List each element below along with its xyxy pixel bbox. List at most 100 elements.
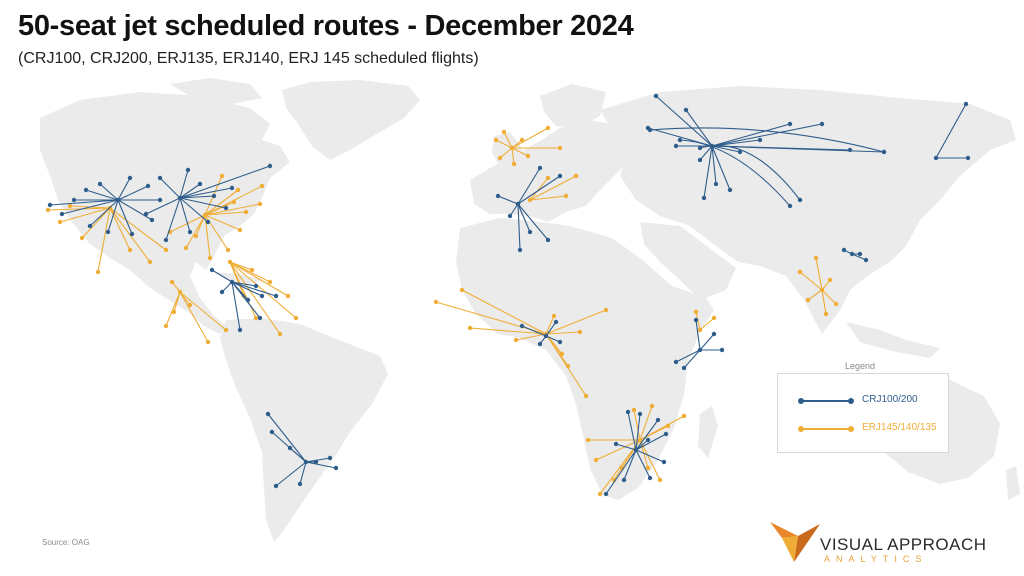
airport-dot [237, 227, 243, 233]
airport-dot [519, 323, 525, 329]
airport-dot [223, 205, 229, 211]
erj-routes-uk [493, 125, 563, 167]
airport-dot [127, 175, 133, 181]
airport-dot [285, 293, 291, 299]
route-line [97, 207, 111, 273]
brand-name: VISUAL APPROACH [820, 535, 987, 554]
route-line [107, 199, 119, 233]
route-line [711, 123, 823, 147]
route-line [229, 261, 297, 319]
route-line [545, 315, 555, 335]
route-line [231, 281, 263, 297]
airport-dot [209, 267, 215, 273]
airport-dot [577, 329, 583, 335]
airport-dot [513, 337, 519, 343]
route-line [117, 199, 133, 235]
airport-dot [681, 365, 687, 371]
airport-dot [711, 331, 717, 337]
route-line [545, 331, 581, 335]
legend-swatch-crj [802, 400, 852, 402]
airport-dot [243, 209, 249, 215]
airport-dot [327, 455, 333, 461]
erj-routes-central-am [163, 279, 229, 345]
airport-dot [273, 483, 279, 489]
route-line [499, 147, 513, 159]
erj-routes-caribbean [227, 259, 299, 337]
land-south-america [220, 318, 388, 542]
airport-dot [507, 213, 513, 219]
crj-arc-russia-east-1 [679, 139, 791, 207]
airport-dot [613, 441, 619, 447]
route-line [545, 333, 569, 367]
crj-routes-south-africa [603, 409, 669, 497]
airport-dot [665, 423, 671, 429]
route-line [503, 131, 513, 149]
airport-dot [97, 181, 103, 187]
land-se-asia-islands [846, 322, 940, 358]
legend-dot-crj-end [848, 398, 854, 404]
airport-dot [257, 201, 263, 207]
brand-subtitle: ANALYTICS [824, 554, 928, 564]
route-line [469, 327, 547, 335]
route-line [509, 203, 519, 217]
airport-dot [603, 307, 609, 313]
route-line [511, 147, 515, 165]
route-line [179, 187, 233, 199]
airport-dot [333, 465, 339, 471]
legend-item-crj: CRJ100/200 [778, 393, 948, 409]
airport-dot [537, 165, 543, 171]
route-line [61, 199, 119, 215]
route-line [635, 413, 641, 451]
airport-dot [631, 407, 637, 413]
airport-dot [515, 201, 521, 207]
land-japan [914, 168, 938, 212]
airport-dot [259, 183, 265, 189]
airport-dot [229, 185, 235, 191]
airport-dot [857, 251, 863, 257]
route-line [517, 167, 541, 205]
route-line [299, 461, 307, 485]
route-line [595, 439, 641, 461]
land-new-zealand [1006, 466, 1020, 500]
airport-dot [551, 313, 557, 319]
airport-dot [757, 137, 763, 143]
route-line [179, 195, 215, 199]
airport-dot [965, 155, 971, 161]
route-line [695, 311, 701, 331]
airport-dot [697, 347, 703, 353]
land-north-america [40, 92, 290, 334]
airport-dot [433, 299, 439, 305]
airport-dot [527, 229, 533, 235]
airport-dot [187, 302, 193, 308]
airport-dot [177, 195, 183, 201]
airport-dot [287, 445, 293, 451]
route-line [545, 335, 561, 343]
erj-routes-india [797, 255, 839, 317]
airport-dot [621, 477, 627, 483]
land-madagascar [698, 406, 718, 458]
airport-dot [211, 193, 217, 199]
airport-dot [737, 149, 743, 155]
route-line [495, 139, 513, 149]
airport-dot [267, 279, 273, 285]
erj-routes-east-africa [693, 309, 717, 333]
airport-dot [71, 197, 77, 203]
airport-dot [963, 101, 969, 107]
route-line [185, 214, 206, 249]
route-line [695, 319, 701, 351]
route-line [89, 199, 119, 227]
airport-dot [545, 175, 551, 181]
airport-dot [593, 457, 599, 463]
airport-dot [697, 145, 703, 151]
airport-dot [543, 333, 549, 339]
route-line [683, 349, 701, 369]
airport-dot [697, 327, 703, 333]
airport-dot [863, 257, 869, 263]
airport-dot [797, 269, 803, 275]
route-line [204, 201, 235, 216]
airport-dot [511, 161, 517, 167]
route-line [711, 139, 761, 147]
airport-dot [693, 317, 699, 323]
airport-dot [67, 203, 73, 209]
route-line [229, 261, 289, 297]
